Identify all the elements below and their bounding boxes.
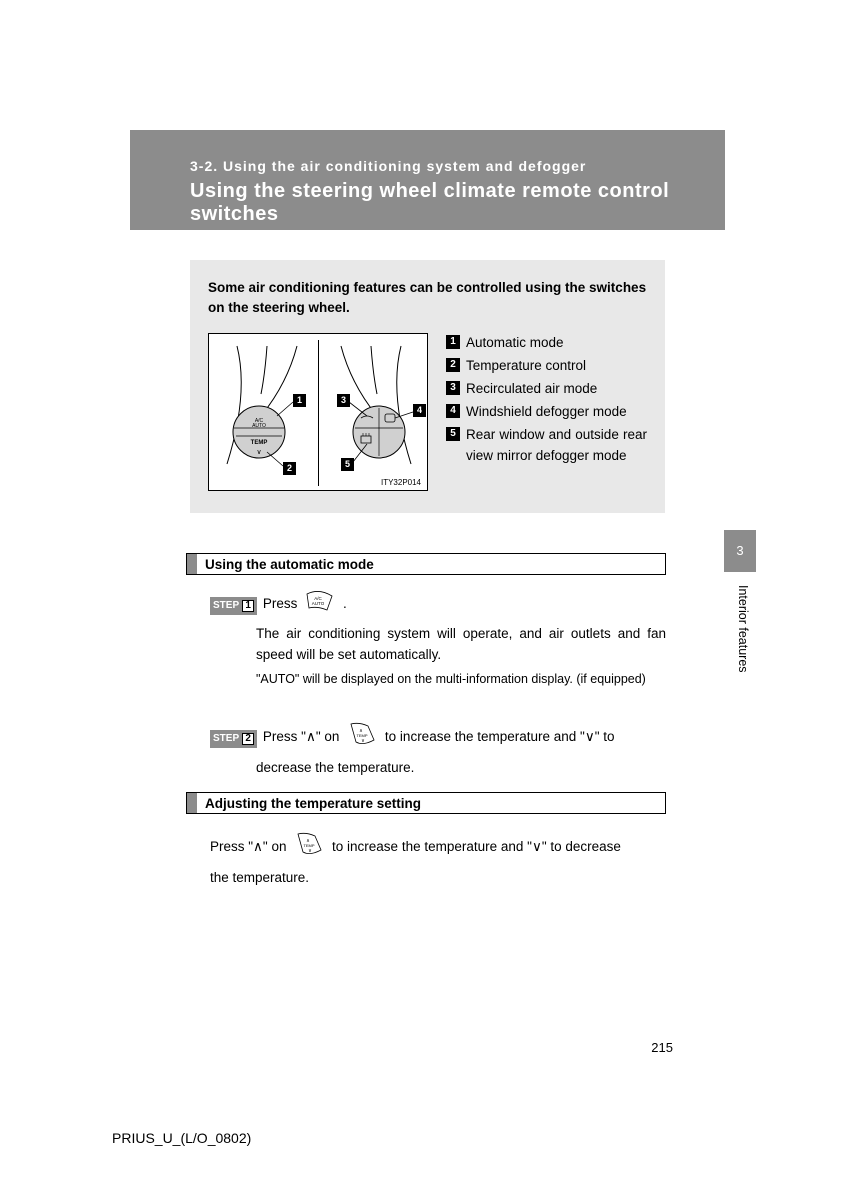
diagram-area: A/C AUTO TEMP ∨	[208, 333, 647, 491]
page-header: 3-2. Using the air conditioning system a…	[130, 130, 725, 230]
legend-num: 2	[446, 358, 460, 372]
legend-item: 2 Temperature control	[446, 356, 647, 377]
step2-pre: Press "∧" on	[263, 729, 340, 744]
step-number: 1	[242, 600, 254, 612]
section-title: Adjusting the temperature setting	[205, 796, 421, 811]
legend-num: 1	[446, 335, 460, 349]
section-heading-auto: Using the automatic mode	[186, 553, 666, 575]
temp-pre: Press "∧" on	[210, 839, 287, 854]
intro-panel: Some air conditioning features can be co…	[190, 260, 665, 513]
legend-num: 5	[446, 427, 460, 441]
legend-text: Recirculated air mode	[466, 379, 647, 400]
section-number: 3-2. Using the air conditioning system a…	[190, 158, 705, 174]
temp-button-icon: ∧ TEMP ∨	[294, 832, 324, 863]
temp-button-icon: ∧ TEMP ∨	[347, 722, 377, 753]
callout-5: 5	[341, 458, 354, 471]
svg-text:AUTO: AUTO	[252, 423, 266, 429]
legend-num: 4	[446, 404, 460, 418]
legend-text: Temperature control	[466, 356, 647, 377]
legend-item: 3 Recirculated air mode	[446, 379, 647, 400]
legend-item: 5 Rear window and outside rear view mirr…	[446, 425, 647, 467]
diagram-svg: A/C AUTO TEMP ∨	[209, 334, 429, 492]
section-title: Using the automatic mode	[205, 557, 374, 572]
step2-post: to increase the temperature and "∨" to	[385, 729, 615, 744]
temp-post: to increase the temperature and "∨" to d…	[332, 839, 621, 854]
chapter-tab: 3	[724, 530, 756, 572]
legend-text: Rear window and outside rear view mirror…	[466, 425, 647, 467]
legend-num: 3	[446, 381, 460, 395]
step1-line: STEP 1 Press A/C AUTO .	[210, 590, 670, 619]
step1-body2: "AUTO" will be displayed on the multi-in…	[256, 670, 666, 689]
page-number: 215	[651, 1040, 673, 1055]
step2-line: STEP 2 Press "∧" on ∧ TEMP ∨ to increase…	[210, 722, 670, 753]
callout-3: 3	[337, 394, 350, 407]
step-word: STEP	[213, 731, 239, 747]
svg-text:AUTO: AUTO	[312, 601, 325, 606]
legend-list: 1 Automatic mode 2 Temperature control 3…	[446, 333, 647, 491]
step-badge: STEP 1	[210, 597, 257, 615]
legend-item: 4 Windshield defogger mode	[446, 402, 647, 423]
footer-code: PRIUS_U_(L/O_0802)	[112, 1130, 251, 1146]
page-title: Using the steering wheel climate remote …	[190, 180, 705, 226]
step-word: STEP	[213, 598, 239, 614]
diagram-code: ITY32P014	[381, 478, 421, 487]
section-accent	[187, 554, 197, 574]
section-heading-temp: Adjusting the temperature setting	[186, 792, 666, 814]
temp-body-line2: the temperature.	[210, 868, 309, 889]
step1-text: Press	[263, 596, 298, 611]
step-number: 2	[242, 733, 254, 745]
svg-text:∨: ∨	[256, 449, 261, 456]
step2-body: decrease the temperature.	[256, 758, 666, 779]
chapter-label: Interior features	[736, 585, 750, 673]
callout-1: 1	[293, 394, 306, 407]
step-badge: STEP 2	[210, 730, 257, 748]
legend-text: Windshield defogger mode	[466, 402, 647, 423]
callout-2: 2	[283, 462, 296, 475]
auto-button-icon: A/C AUTO	[305, 590, 335, 619]
callout-4: 4	[413, 404, 426, 417]
legend-item: 1 Automatic mode	[446, 333, 647, 354]
legend-text: Automatic mode	[466, 333, 647, 354]
steering-diagram: A/C AUTO TEMP ∨	[208, 333, 428, 491]
step1-dot: .	[343, 596, 347, 611]
intro-text: Some air conditioning features can be co…	[208, 278, 647, 317]
svg-text:TEMP: TEMP	[251, 440, 268, 446]
svg-text:∨: ∨	[308, 848, 312, 854]
svg-text:∨: ∨	[361, 738, 365, 744]
step1-body1: The air conditioning system will operate…	[256, 624, 666, 666]
section-accent	[187, 793, 197, 813]
temp-body-line1: Press "∧" on ∧ TEMP ∨ to increase the te…	[210, 832, 670, 863]
